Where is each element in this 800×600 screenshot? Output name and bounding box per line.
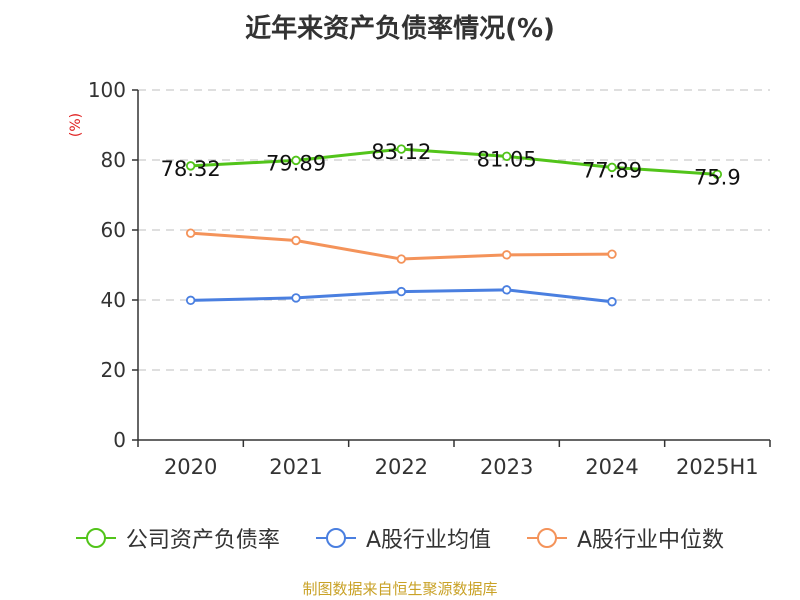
data-point-s1-2020	[185, 295, 196, 306]
legend-item-company[interactable]: 公司资产负债率	[75, 522, 280, 554]
x-tick-label-2020: 2020	[164, 455, 217, 479]
y-tick-label-40: 40	[101, 288, 126, 312]
data-source-note: 制图数据来自恒生聚源数据库	[302, 580, 498, 598]
data-point-s1-2024	[607, 297, 617, 307]
y-tick-label-0: 0	[113, 428, 126, 452]
data-label-2022: 83.12	[371, 140, 431, 164]
legend-item-industry-mean[interactable]: A股行业均值	[315, 522, 491, 554]
data-point-s0-2024	[607, 162, 617, 173]
data-label-2020: 78.32	[161, 157, 221, 181]
legend: 公司资产负债率 A股行业均值 A股行业中位数	[0, 520, 800, 556]
data-point-s2-2020	[185, 228, 196, 238]
legend-marker-industry-median-icon	[527, 528, 567, 548]
data-point-s0-2023	[501, 151, 512, 162]
data-point-s2-2023	[501, 250, 512, 260]
x-tick-label-2021: 2021	[269, 455, 322, 479]
data-point-s0-2025H1	[712, 169, 723, 180]
x-tick-label-2025H1: 2025H1	[676, 455, 759, 479]
y-tick-label-60: 60	[101, 218, 126, 242]
y-axis-unit-label: (%)	[68, 113, 84, 137]
legend-marker-company-icon	[75, 528, 116, 548]
data-point-s0-2020	[185, 161, 196, 171]
data-label-2023: 81.05	[477, 147, 537, 171]
data-point-s1-2023	[501, 285, 512, 295]
data-point-s2-2021	[291, 235, 301, 246]
x-tick-label-2024: 2024	[585, 455, 638, 479]
y-tick-label-20: 20	[101, 358, 126, 382]
series-line-0	[189, 147, 719, 176]
legend-label-company: 公司资产负债率	[125, 528, 280, 553]
data-point-s2-2024	[607, 249, 617, 259]
data-label-2025H1: 75.9	[694, 165, 741, 189]
data-point-s1-2021	[291, 293, 301, 303]
y-tick-label-80: 80	[101, 148, 126, 172]
data-point-s0-2021	[291, 155, 301, 166]
data-point-s2-2022	[396, 254, 407, 264]
data-label-2021: 79.89	[266, 151, 326, 175]
legend-label-industry-median: A股行业中位数	[577, 528, 725, 553]
x-tick-label-2022: 2022	[375, 455, 428, 479]
chart-title: 近年来资产负债率情况(%)	[245, 14, 555, 44]
x-tick-label-2023: 2023	[480, 455, 533, 479]
legend-marker-industry-mean-icon	[315, 528, 356, 548]
data-label-2024: 77.89	[582, 158, 642, 182]
data-point-s1-2022	[396, 286, 407, 297]
legend-label-industry-mean: A股行业均值	[365, 528, 491, 553]
data-point-s0-2022	[396, 144, 407, 154]
legend-item-industry-median[interactable]: A股行业中位数	[527, 522, 724, 554]
y-tick-label-100: 100	[88, 78, 126, 102]
